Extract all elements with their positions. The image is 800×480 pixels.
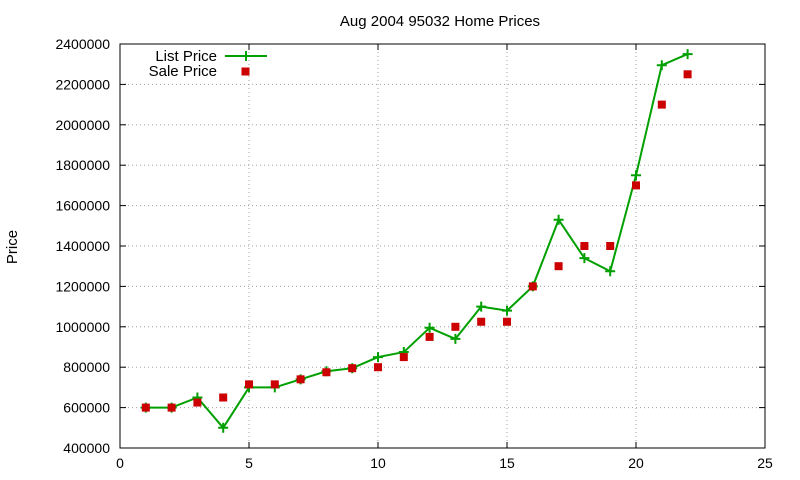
sale-price-point	[606, 242, 615, 250]
list-price-point	[656, 60, 667, 71]
series-layer	[140, 49, 693, 433]
legend-label-sale-price: Sale Price	[149, 63, 217, 80]
y-tick-label: 2000000	[55, 117, 110, 133]
list-price-line	[145, 53, 688, 429]
x-tick-label: 25	[757, 455, 773, 471]
sale-price-point	[632, 181, 640, 190]
y-tick-labels: 400000 600000 800000 1000000 1200000 1400000 1…	[55, 36, 110, 456]
y-tick-label: 1400000	[55, 238, 110, 254]
legend-marker-list-price	[241, 51, 251, 61]
sale-price-point	[193, 398, 202, 407]
sale-price-point	[503, 317, 511, 326]
legend-label-list-price: List Price	[155, 48, 217, 65]
list-price-point	[476, 301, 487, 312]
sale-price-point	[219, 393, 228, 402]
sale-price-point	[245, 380, 253, 389]
axis-ticks	[119, 43, 766, 449]
sale-price-point	[374, 363, 382, 372]
y-tick-label: 1200000	[55, 278, 110, 294]
gridlines	[120, 44, 765, 448]
legend-marker-sale-price	[241, 67, 250, 76]
sale-price-point	[296, 375, 305, 384]
list-price-point	[502, 305, 512, 316]
sale-price-point	[322, 368, 331, 377]
x-tick-label: 0	[116, 455, 124, 471]
y-tick-label: 400000	[63, 440, 110, 456]
y-tick-label: 2400000	[55, 36, 110, 52]
sale-price-point	[657, 100, 666, 109]
sale-price-point	[580, 242, 589, 250]
sale-price-point	[477, 317, 486, 326]
x-tick-label: 10	[370, 455, 386, 471]
sale-price-point	[425, 332, 434, 341]
y-tick-label: 800000	[63, 359, 110, 375]
list-price-point	[631, 170, 641, 181]
y-tick-label: 1600000	[55, 198, 110, 214]
x-tick-label: 20	[628, 455, 644, 471]
list-price-point	[605, 266, 616, 277]
sale-price-point	[399, 353, 408, 362]
x-tick-label: 15	[499, 455, 515, 471]
sale-price-point	[683, 70, 692, 79]
legend: List Price Sale Price	[149, 48, 267, 80]
sale-price-point	[348, 364, 357, 373]
list-price-point	[424, 322, 435, 333]
sale-price-point	[554, 262, 563, 271]
list-price-point	[553, 214, 564, 225]
list-price-point	[579, 253, 590, 264]
sale-price-point	[528, 282, 537, 291]
y-tick-label: 1800000	[55, 157, 110, 173]
sale-price-point	[167, 403, 176, 412]
y-axis-label: Price	[4, 230, 21, 264]
y-tick-label: 2200000	[55, 76, 110, 92]
sale-price-point	[451, 322, 460, 331]
y-tick-label: 1000000	[55, 319, 110, 335]
list-price-point	[682, 49, 693, 60]
chart-title: Aug 2004 95032 Home Prices	[340, 13, 540, 30]
sale-price-point	[141, 403, 150, 412]
list-price-point	[373, 352, 383, 363]
list-price-point	[450, 333, 461, 344]
y-tick-label: 600000	[63, 400, 110, 416]
x-tick-labels: 0 5 10 15 20 25	[116, 455, 773, 471]
list-price-point	[218, 422, 229, 433]
sale-price-point	[270, 380, 279, 389]
x-tick-label: 5	[245, 455, 253, 471]
